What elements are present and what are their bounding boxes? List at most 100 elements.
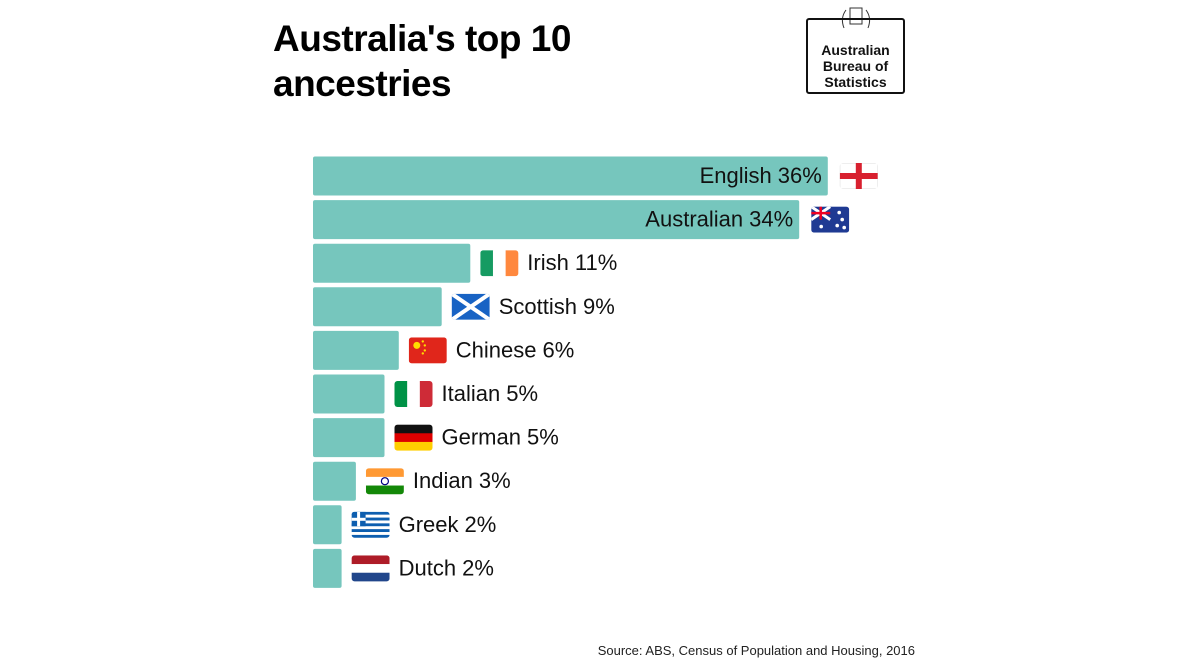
chart-title: Australia's top 10 ancestries bbox=[273, 18, 571, 104]
flag bbox=[394, 381, 433, 407]
flag-stripe bbox=[351, 517, 390, 521]
flag-stripe bbox=[419, 381, 433, 407]
flag-stripe bbox=[351, 514, 390, 518]
value-label: 2% bbox=[462, 555, 494, 580]
category-label: English bbox=[700, 163, 772, 188]
flag bbox=[394, 424, 433, 451]
flag-stripe bbox=[407, 381, 421, 407]
bar bbox=[313, 548, 342, 588]
category-label: Dutch bbox=[399, 555, 456, 580]
flag-stripe bbox=[365, 485, 404, 495]
flag-star bbox=[423, 349, 426, 352]
crest-shield bbox=[849, 7, 863, 25]
value-label: 34% bbox=[749, 206, 793, 231]
bar-label: Italian 5% bbox=[442, 381, 539, 406]
flag-star bbox=[421, 352, 424, 355]
category-label: Australian bbox=[645, 206, 743, 231]
flag-body bbox=[394, 381, 433, 407]
flag-stripe bbox=[351, 572, 390, 582]
category-label: Italian bbox=[442, 381, 501, 406]
bar-label: English 36% bbox=[700, 163, 822, 188]
flag-stripe bbox=[394, 381, 408, 407]
bar bbox=[313, 374, 385, 414]
category-label: Indian bbox=[413, 468, 473, 493]
category-label: Irish bbox=[527, 250, 569, 275]
flag-stripe bbox=[365, 476, 404, 486]
flag-star bbox=[842, 225, 846, 230]
value-label: 3% bbox=[479, 468, 511, 493]
flag-wheel bbox=[380, 477, 389, 486]
flag-star bbox=[819, 224, 823, 229]
flag-stripe bbox=[351, 529, 390, 533]
flag-star bbox=[835, 223, 839, 228]
flag-stripe bbox=[351, 555, 390, 565]
flag-body bbox=[365, 468, 404, 495]
value-label: 5% bbox=[506, 381, 538, 406]
value-label: 11% bbox=[575, 250, 617, 275]
flag bbox=[839, 163, 878, 189]
flag-stripe bbox=[492, 250, 506, 277]
bar bbox=[313, 156, 828, 196]
value-label: 9% bbox=[583, 294, 615, 319]
flag bbox=[811, 206, 850, 233]
bar bbox=[313, 200, 800, 240]
flag-stripe bbox=[505, 250, 519, 277]
bar-label: Greek 2% bbox=[399, 512, 497, 537]
flag-stripe bbox=[351, 532, 390, 536]
category-label: Chinese bbox=[456, 337, 537, 362]
flag-star bbox=[413, 341, 421, 349]
category-label: Greek bbox=[399, 512, 460, 537]
flag-star bbox=[423, 344, 426, 347]
bar-label: Chinese 6% bbox=[456, 337, 575, 362]
flag-body bbox=[451, 293, 490, 320]
flag-star bbox=[837, 210, 841, 215]
value-label: 36% bbox=[778, 163, 822, 188]
flag-stripe bbox=[351, 511, 390, 515]
flag-union bbox=[811, 206, 831, 220]
flag-bg bbox=[408, 337, 447, 364]
flag-body bbox=[394, 424, 433, 451]
flag bbox=[451, 293, 490, 320]
flag-star bbox=[840, 217, 844, 222]
bar bbox=[313, 505, 342, 545]
flag-stripe bbox=[351, 534, 390, 538]
flag-body bbox=[811, 206, 850, 233]
flag-stripe bbox=[394, 433, 433, 443]
bar-label: Irish 11% bbox=[527, 250, 617, 275]
flag-stripe bbox=[351, 526, 390, 530]
bar bbox=[313, 287, 442, 327]
value-label: 2% bbox=[465, 512, 497, 537]
category-label: Scottish bbox=[499, 294, 577, 319]
flag-stripe bbox=[394, 424, 433, 434]
flag-body bbox=[839, 163, 878, 189]
bar bbox=[313, 418, 385, 458]
flag-cross bbox=[351, 517, 366, 521]
flag-body bbox=[480, 250, 519, 277]
flag-saltire bbox=[451, 293, 490, 320]
flag-stripe bbox=[480, 250, 494, 277]
logo-text: Australian Bureau of Statistics bbox=[821, 42, 890, 90]
value-label: 6% bbox=[543, 337, 575, 362]
flag-stripe bbox=[351, 564, 390, 574]
bar-label: German 5% bbox=[442, 424, 559, 449]
flag-stripe bbox=[394, 441, 433, 451]
flag-cross bbox=[839, 173, 878, 179]
bar-label: Australian 34% bbox=[645, 206, 793, 231]
flag bbox=[408, 337, 447, 364]
bar bbox=[313, 243, 471, 283]
value-label: 5% bbox=[527, 424, 559, 449]
bar bbox=[313, 461, 356, 501]
flag-star bbox=[421, 340, 424, 343]
bar-label: Scottish 9% bbox=[499, 294, 615, 319]
bar bbox=[313, 330, 399, 370]
bar-label: Indian 3% bbox=[413, 468, 511, 493]
source-note: Source: ABS, Census of Population and Ho… bbox=[597, 643, 915, 658]
flag-stripe bbox=[351, 523, 390, 527]
flag-body bbox=[351, 555, 390, 582]
bar-label: Dutch 2% bbox=[399, 555, 494, 580]
flag-stripe bbox=[351, 520, 390, 524]
flag bbox=[365, 468, 404, 495]
flag-body bbox=[351, 511, 390, 538]
